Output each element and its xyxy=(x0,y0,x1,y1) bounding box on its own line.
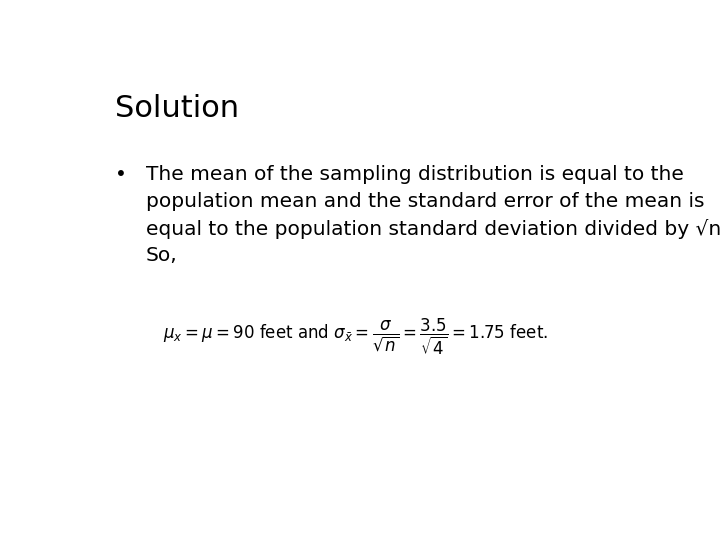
Text: Solution: Solution xyxy=(115,94,239,123)
Text: The mean of the sampling distribution is equal to the: The mean of the sampling distribution is… xyxy=(145,165,684,184)
Text: •: • xyxy=(115,165,127,184)
Text: equal to the population standard deviation divided by √n.: equal to the population standard deviati… xyxy=(145,219,720,239)
Text: So,: So, xyxy=(145,246,178,265)
Text: $\mu_{x} = \mu = 90 \text{ feet and } \sigma_{\bar{x}} = \dfrac{\sigma}{\sqrt{n}: $\mu_{x} = \mu = 90 \text{ feet and } \s… xyxy=(163,316,548,356)
Text: population mean and the standard error of the mean is: population mean and the standard error o… xyxy=(145,192,704,211)
